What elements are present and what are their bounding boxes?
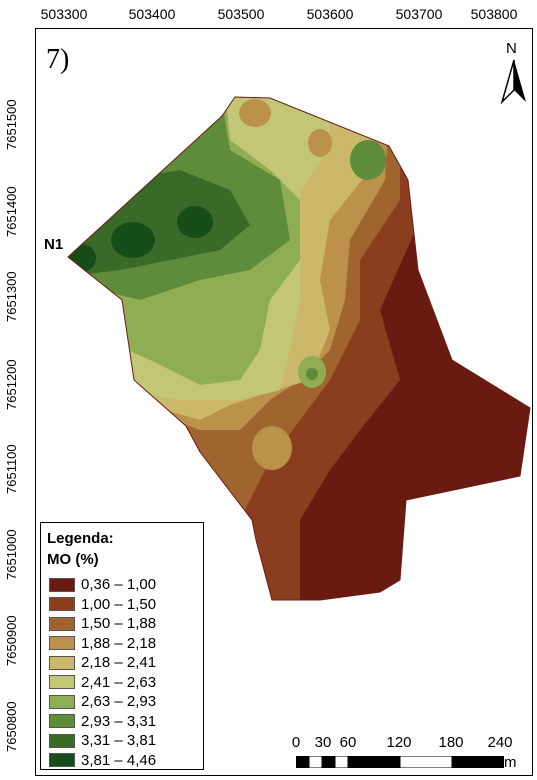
legend-swatch xyxy=(49,597,75,612)
scale-label: 30 xyxy=(314,734,332,751)
zone-3-31-3-81-small xyxy=(306,368,318,380)
scale-label: 0 xyxy=(291,734,301,751)
legend-item: 2,18 – 2,41 xyxy=(47,653,197,673)
legend-item: 2,93 – 3,31 xyxy=(47,712,197,732)
map-frame xyxy=(35,28,533,776)
north-letter: N xyxy=(506,40,517,57)
north-arrow-icon xyxy=(500,59,526,104)
panel-label: 7) xyxy=(46,44,70,75)
legend-item: 0,36 – 1,00 xyxy=(47,575,197,595)
zone-3-81-4-46-b xyxy=(177,206,213,238)
legend-swatch xyxy=(49,733,75,748)
scale-label: 60 xyxy=(339,734,357,751)
sample-point-label: N1 xyxy=(44,236,64,253)
x-tick-label: 503500 xyxy=(217,6,265,22)
legend-swatch xyxy=(49,616,75,631)
legend-item: 2,41 – 2,63 xyxy=(47,673,197,693)
legend-swatch xyxy=(49,694,75,709)
legend-label: 2,93 – 3,31 xyxy=(81,712,157,730)
legend-label: 1,00 – 1,50 xyxy=(81,595,157,613)
legend-label: 1,88 – 2,18 xyxy=(81,634,157,652)
scale-label: 180 xyxy=(438,734,464,751)
field-outline xyxy=(67,96,531,601)
x-tick-label: 503600 xyxy=(306,6,354,22)
legend-item: 1,00 – 1,50 xyxy=(47,595,197,615)
legend-label: 2,63 – 2,93 xyxy=(81,693,157,711)
legend-item: 2,63 – 2,93 xyxy=(47,692,197,712)
x-tick-label: 503300 xyxy=(40,6,88,22)
scale-label: 120 xyxy=(386,734,412,751)
legend-swatch xyxy=(49,636,75,651)
zone-1-88-2-18-island xyxy=(252,426,292,470)
zone-1-88-2-18-island-2 xyxy=(308,129,332,157)
legend-label: 3,31 – 3,81 xyxy=(81,732,157,750)
x-tick-label: 503400 xyxy=(128,6,176,22)
legend-label: 2,18 – 2,41 xyxy=(81,654,157,672)
zone-2-93-3-31-island xyxy=(350,140,386,180)
scale-unit: m xyxy=(504,754,517,771)
legend-swatch xyxy=(49,655,75,670)
zone-2-63-2-93-inner xyxy=(182,294,238,342)
legend-label: 2,41 – 2,63 xyxy=(81,673,157,691)
x-tick-label: 503700 xyxy=(395,6,443,22)
x-tick-label: 503800 xyxy=(470,6,518,22)
legend-swatch xyxy=(49,577,75,592)
legend-item: 3,81 – 4,46 xyxy=(47,751,197,771)
legend-label: 0,36 – 1,00 xyxy=(81,576,157,594)
scale-bar: 0 30 60 120 180 240 m xyxy=(292,734,534,774)
scale-label: 240 xyxy=(487,734,513,751)
legend-label: 1,50 – 1,88 xyxy=(81,615,157,633)
legend-item: 1,50 – 1,88 xyxy=(47,614,197,634)
legend-swatch xyxy=(49,675,75,690)
legend-item: 1,88 – 2,18 xyxy=(47,634,197,654)
legend-subtitle: MO (%) xyxy=(47,551,99,568)
zone-2-18-2-41-island xyxy=(239,99,271,127)
map-legend: Legenda: MO (%) 0,36 – 1,00 1,00 – 1,50 1,… xyxy=(40,522,204,770)
legend-title: Legenda: xyxy=(47,530,114,547)
legend-swatch xyxy=(49,714,75,729)
legend-label: 3,81 – 4,46 xyxy=(81,751,157,769)
legend-swatch xyxy=(49,753,75,768)
zone-3-81-4-46-a xyxy=(111,222,155,258)
legend-item: 3,31 – 3,81 xyxy=(47,731,197,751)
scale-bar-segments xyxy=(296,756,504,768)
